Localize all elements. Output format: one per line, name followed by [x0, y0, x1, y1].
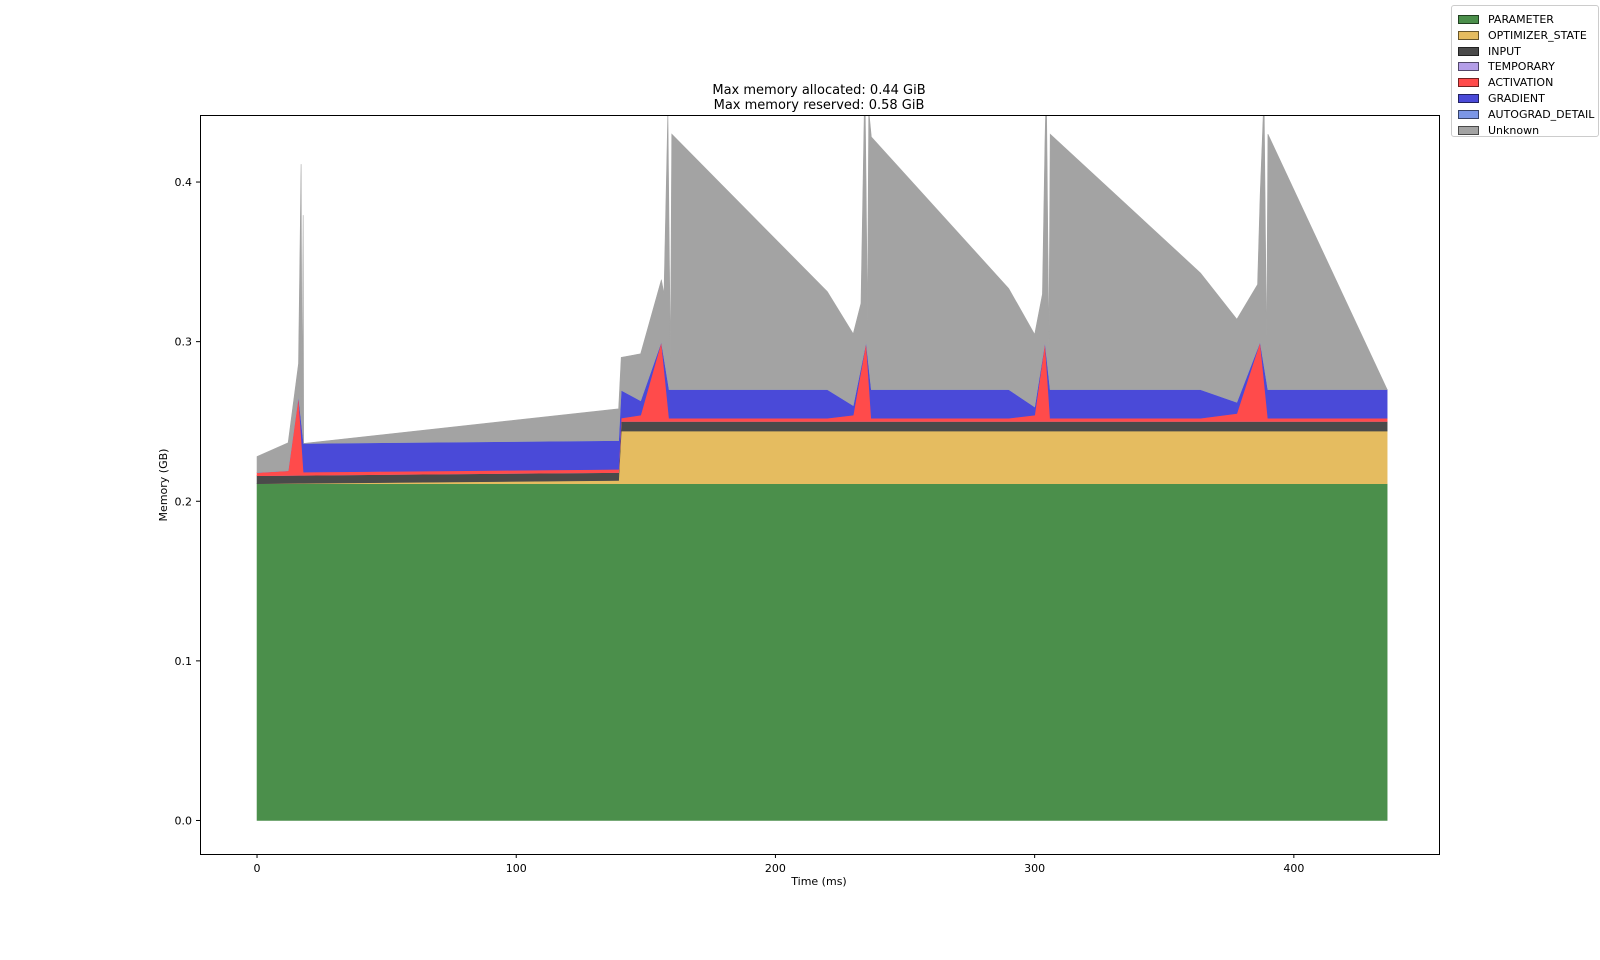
x-tick-label: 0: [254, 862, 261, 875]
x-tick-label: 200: [765, 862, 786, 875]
legend-label: ACTIVATION: [1488, 76, 1554, 90]
legend-label: AUTOGRAD_DETAIL: [1488, 107, 1595, 121]
legend-swatch: [1458, 62, 1479, 72]
chart-title: Max memory allocated: 0.44 GiB: [712, 83, 925, 98]
y-tick-label: 0.2: [175, 495, 193, 508]
y-axis: 0.0 0.1 0.2 0.3 0.4: [175, 176, 200, 827]
x-tick-label: 300: [1024, 862, 1045, 875]
legend-item: AUTOGRAD_DETAIL: [1458, 107, 1594, 122]
legend-swatch: [1458, 78, 1479, 88]
legend-item: PARAMETER: [1458, 12, 1554, 27]
y-tick-label: 0.3: [175, 336, 193, 349]
area-parameter: [256, 483, 1388, 821]
legend-label: INPUT: [1488, 44, 1521, 58]
legend: PARAMETER OPTIMIZER_STATE INPUT TEMPORARY AC…: [1451, 5, 1599, 137]
legend-label: PARAMETER: [1488, 13, 1554, 26]
legend-swatch: [1458, 15, 1479, 24]
legend-swatch: [1458, 30, 1479, 40]
legend-item: Unknown: [1458, 123, 1539, 138]
legend-item: TEMPORARY: [1458, 59, 1555, 74]
stacked-areas: [256, 115, 1388, 821]
legend-swatch: [1458, 125, 1479, 135]
plot-frame: [200, 115, 1440, 855]
x-axis-label: Time (ms): [790, 875, 846, 888]
x-tick-label: 400: [1283, 862, 1304, 875]
legend-item: OPTIMIZER_STATE: [1458, 28, 1587, 43]
x-tick-label: 100: [506, 862, 527, 875]
legend-label: Unknown: [1488, 123, 1540, 137]
area-unknown: [256, 115, 1388, 473]
x-axis: 0 100 200 300 400: [254, 854, 1304, 875]
y-tick-label: 0.1: [175, 655, 193, 668]
legend-item: GRADIENT: [1458, 91, 1545, 106]
legend-swatch: [1458, 94, 1479, 103]
legend-label: GRADIENT: [1488, 92, 1545, 105]
legend-label: TEMPORARY: [1488, 60, 1555, 74]
legend-label: OPTIMIZER_STATE: [1488, 28, 1587, 42]
legend-swatch: [1458, 109, 1479, 119]
legend-item: ACTIVATION: [1458, 75, 1553, 90]
chart-subtitle: Max memory reserved: 0.58 GiB: [714, 98, 925, 113]
y-tick-label: 0.0: [175, 814, 193, 827]
y-axis-label: Memory (GB): [157, 449, 170, 522]
legend-item: INPUT: [1458, 44, 1521, 59]
y-tick-label: 0.4: [175, 176, 193, 189]
legend-swatch: [1458, 46, 1479, 56]
